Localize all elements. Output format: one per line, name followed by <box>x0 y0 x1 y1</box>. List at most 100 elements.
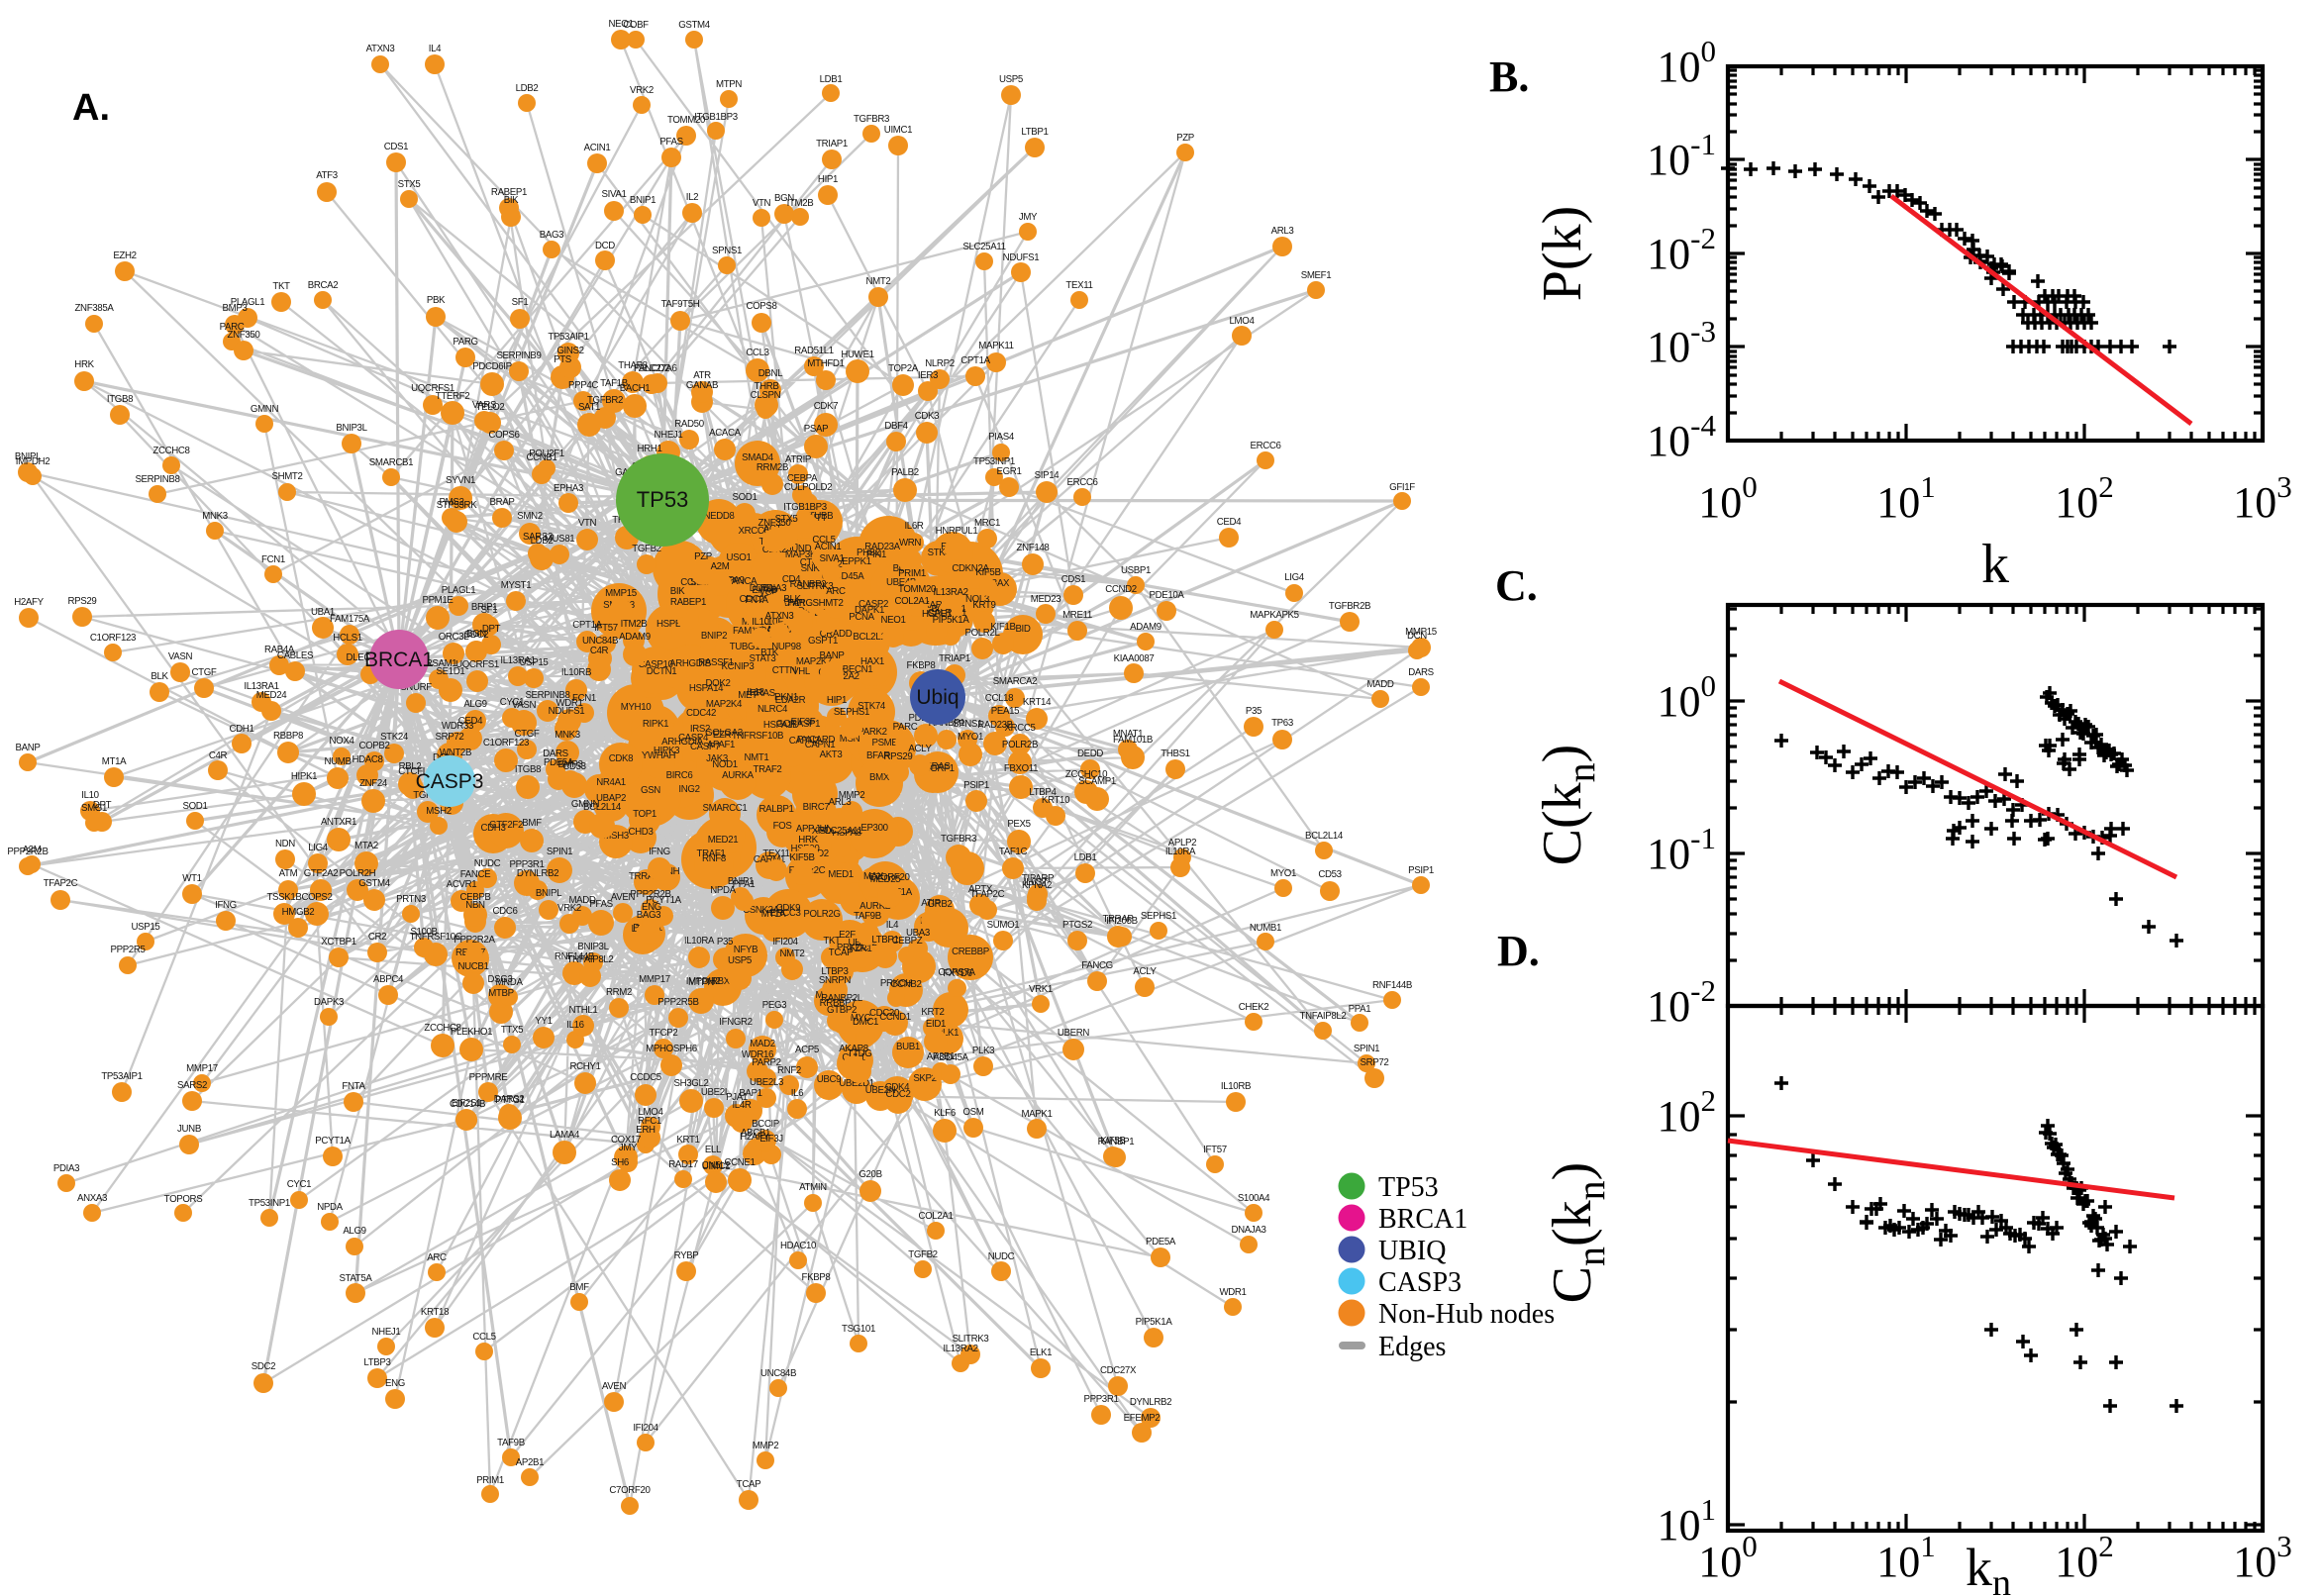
svg-text:DCTN1: DCTN1 <box>647 666 677 677</box>
svg-text:TRIAP1: TRIAP1 <box>816 139 848 150</box>
svg-text:BMP3: BMP3 <box>558 759 583 770</box>
svg-text:PCYT1A: PCYT1A <box>646 895 681 906</box>
svg-text:PARC: PARC <box>893 722 918 733</box>
svg-text:LTBP1: LTBP1 <box>871 935 898 946</box>
svg-text:HIPK3: HIPK3 <box>654 746 679 756</box>
svg-text:HIP1: HIP1 <box>818 174 838 185</box>
svg-text:TOMM20: TOMM20 <box>667 115 706 126</box>
svg-text:E2F1: E2F1 <box>839 930 860 941</box>
svg-text:CTGF: CTGF <box>515 729 540 740</box>
svg-text:CASP7: CASP7 <box>690 742 720 752</box>
svg-text:PCYT1A: PCYT1A <box>315 1136 351 1147</box>
svg-text:BIK: BIK <box>504 195 519 206</box>
svg-text:NTHL1: NTHL1 <box>569 1005 598 1016</box>
svg-text:APLP2: APLP2 <box>1168 838 1196 848</box>
svg-text:BID: BID <box>1015 624 1030 635</box>
svg-text:JMY: JMY <box>1019 212 1038 223</box>
svg-text:CDK3: CDK3 <box>915 411 939 422</box>
svg-text:PSME3: PSME3 <box>871 738 902 748</box>
svg-text:CLSPN: CLSPN <box>751 390 781 401</box>
svg-text:UBE2I: UBE2I <box>701 1087 727 1098</box>
svg-text:BNIP1: BNIP1 <box>630 195 656 206</box>
svg-text:CCNB2: CCNB2 <box>890 979 921 990</box>
svg-text:CASP3: CASP3 <box>1378 1267 1462 1298</box>
svg-text:CYC1: CYC1 <box>500 697 524 708</box>
svg-text:JMY: JMY <box>619 1143 638 1153</box>
svg-text:C.: C. <box>1495 561 1538 610</box>
svg-text:ATXN3: ATXN3 <box>765 611 794 622</box>
svg-text:SEPHS1: SEPHS1 <box>834 707 869 718</box>
svg-text:IL13RA2: IL13RA2 <box>933 587 967 598</box>
svg-text:KPNA2: KPNA2 <box>1022 880 1052 891</box>
svg-text:MT1A: MT1A <box>102 756 127 767</box>
svg-text:SRP72: SRP72 <box>1361 1057 1389 1068</box>
svg-text:PPP2R5B: PPP2R5B <box>657 997 698 1008</box>
svg-text:EID1: EID1 <box>926 1019 946 1030</box>
svg-text:BMF: BMF <box>569 1282 589 1293</box>
svg-text:XCTBP1: XCTBP1 <box>321 937 356 948</box>
svg-text:ZNF148: ZNF148 <box>1017 543 1050 553</box>
svg-text:MED21: MED21 <box>708 835 739 846</box>
svg-text:G20B: G20B <box>858 1169 881 1180</box>
svg-text:FNTA: FNTA <box>342 1081 365 1092</box>
svg-text:SH6: SH6 <box>611 1157 629 1168</box>
svg-text:MMP2: MMP2 <box>753 1441 779 1451</box>
svg-text:NBN: NBN <box>465 900 485 911</box>
svg-text:FOS: FOS <box>773 821 793 832</box>
svg-text:PSAP: PSAP <box>804 424 828 435</box>
svg-text:IL6R: IL6R <box>904 521 923 532</box>
svg-text:BAP1: BAP1 <box>739 1088 761 1099</box>
svg-text:C1ORF123: C1ORF123 <box>483 738 529 748</box>
svg-text:CDH3: CDH3 <box>481 823 506 834</box>
svg-text:CASP2: CASP2 <box>858 599 888 610</box>
svg-text:KARS: KARS <box>924 600 950 611</box>
svg-text:10-1: 10-1 <box>1647 821 1716 878</box>
svg-text:PPM1E: PPM1E <box>422 595 454 606</box>
svg-text:DEDD: DEDD <box>1077 748 1103 759</box>
svg-text:MAP2K4: MAP2K4 <box>706 699 743 710</box>
svg-text:S100A4: S100A4 <box>1238 1193 1270 1204</box>
svg-text:DAPK1: DAPK1 <box>855 605 884 616</box>
svg-text:RFC1: RFC1 <box>638 1116 661 1127</box>
svg-text:RRM2: RRM2 <box>606 987 632 998</box>
svg-text:WT1: WT1 <box>182 873 201 884</box>
svg-text:TTDG: TTDG <box>848 1048 872 1059</box>
svg-text:MNAT1: MNAT1 <box>1113 729 1143 740</box>
svg-text:VRK2: VRK2 <box>630 85 654 96</box>
svg-text:DDB1: DDB1 <box>750 583 773 594</box>
svg-text:IRS2: IRS2 <box>690 724 710 735</box>
svg-text:TUBB: TUBB <box>809 511 833 522</box>
svg-text:CDC20: CDC20 <box>869 1008 900 1019</box>
svg-text:CTCF: CTCF <box>800 557 825 568</box>
svg-text:NFYB: NFYB <box>734 945 758 955</box>
svg-text:PPP2R5: PPP2R5 <box>110 945 145 955</box>
svg-text:SARS2: SARS2 <box>177 1080 207 1091</box>
svg-text:FANCE: FANCE <box>460 869 491 880</box>
svg-text:JUND: JUND <box>787 544 812 554</box>
svg-text:BGN: BGN <box>774 193 794 204</box>
svg-text:MYO1: MYO1 <box>958 732 983 743</box>
svg-text:AP2B1: AP2B1 <box>516 1457 544 1468</box>
svg-text:DPT: DPT <box>482 624 501 635</box>
svg-text:BCL2L11: BCL2L11 <box>853 632 889 643</box>
svg-text:ATRIP: ATRIP <box>785 454 811 465</box>
svg-text:WDR33: WDR33 <box>442 721 473 732</box>
svg-text:SMARCA2: SMARCA2 <box>993 676 1037 687</box>
svg-text:TIPARP: TIPARP <box>1022 873 1054 884</box>
svg-text:KIF5B: KIF5B <box>789 852 814 863</box>
svg-text:Cn(kn): Cn(kn) <box>1542 1162 1613 1304</box>
svg-text:GMNN: GMNN <box>251 404 279 415</box>
svg-text:ERCC6: ERCC6 <box>1066 477 1097 488</box>
svg-text:HSPA14: HSPA14 <box>689 683 724 694</box>
svg-text:CEBPZ: CEBPZ <box>892 936 923 947</box>
svg-text:PARG: PARG <box>787 598 812 609</box>
svg-text:CED4: CED4 <box>458 716 483 727</box>
svg-text:AURKA: AURKA <box>722 770 755 781</box>
svg-text:PDE5A: PDE5A <box>1146 1237 1176 1247</box>
svg-text:NOD1: NOD1 <box>712 759 738 770</box>
svg-text:ZCCHC8: ZCCHC8 <box>152 446 189 456</box>
svg-text:VTN: VTN <box>578 518 597 529</box>
svg-text:CDC27X: CDC27X <box>1100 1365 1137 1376</box>
svg-text:PTTG1: PTTG1 <box>495 1095 524 1106</box>
svg-text:RBX1: RBX1 <box>711 976 735 987</box>
